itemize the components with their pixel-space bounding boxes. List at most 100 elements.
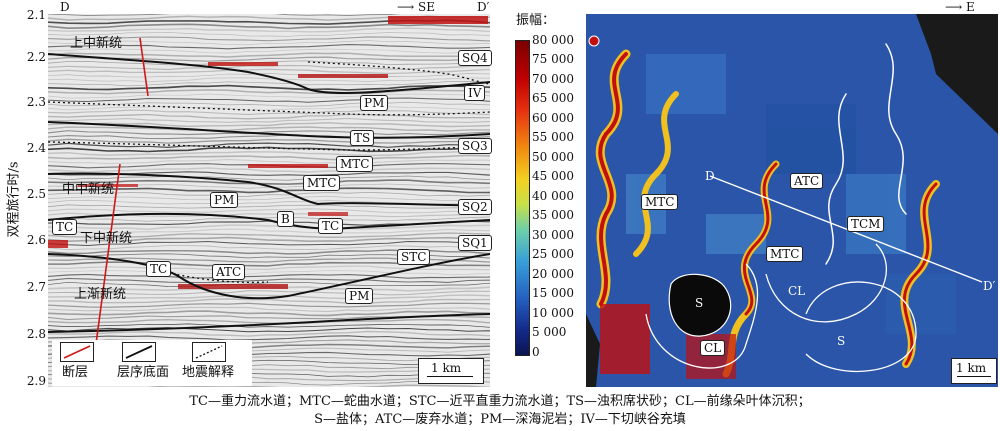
trace-start-label: D [705, 169, 715, 183]
colorbar-tick: 0 [532, 345, 540, 359]
seismic-reflector [48, 204, 490, 209]
facies-label: PM [210, 192, 239, 208]
seismic-reflector [48, 294, 490, 300]
y-tick: 2.8 [26, 327, 46, 341]
colorbar-tick: 20 000 [532, 267, 574, 281]
salt-body [668, 273, 732, 337]
colorbar-tick: 70 000 [532, 72, 574, 86]
seismic-reflector [48, 236, 490, 243]
section-trace [709, 175, 983, 283]
seismic-reflector [48, 52, 490, 58]
facies-label: MTC [336, 156, 374, 172]
map-label: S [837, 334, 846, 348]
seismic-reflector [48, 117, 490, 123]
section-legend: 断层 层序底面 地震解释 [52, 340, 252, 386]
seismic-reflector [48, 241, 490, 246]
colorbar-ticks: 80 000 75 000 70 000 65 000 60 000 55 00… [532, 34, 592, 364]
map-scale-bar: 1 km [951, 358, 997, 384]
map-label: CL [788, 284, 806, 298]
seismic-reflector [48, 36, 490, 42]
seismic-reflector [48, 89, 490, 95]
seismic-reflector [48, 257, 490, 263]
scale-bar-label: 1 km [956, 361, 987, 375]
facies-label: TC [52, 219, 78, 235]
colorbar-tick: 25 000 [532, 247, 574, 261]
seismic-reflector [48, 44, 490, 50]
seismic-reflector [48, 245, 490, 251]
seismic-reflector [48, 306, 490, 313]
facies-label: PM [360, 95, 389, 111]
colorbar-tick: 35 000 [532, 208, 574, 222]
seismic-reflector [48, 384, 490, 387]
seismic-reflector [48, 23, 490, 30]
seismic-reflector [48, 109, 490, 116]
facies-label: TC [318, 218, 344, 234]
seismic-reflector [48, 122, 490, 128]
colorbar-title: 振幅： [516, 13, 556, 28]
colorbar-tick: 65 000 [532, 91, 574, 105]
y-tick: 2.7 [26, 280, 46, 294]
colorbar-tick: 40 000 [532, 189, 574, 203]
section-direction-label: SE [418, 0, 436, 14]
colorbar-tick: 60 000 [532, 111, 574, 125]
seismic-reflector [48, 56, 490, 62]
seismic-reflector [48, 113, 490, 120]
y-tick: 2.4 [26, 141, 46, 155]
seismic-reflector [48, 84, 490, 91]
colorbar-tick: 15 000 [532, 286, 574, 300]
seismic-reflector [48, 97, 490, 103]
seismic-reflector [48, 179, 490, 185]
strat-label: 上渐新统 [74, 287, 127, 302]
section-direction: ⟶ SE [397, 0, 435, 14]
seismic-reflector [48, 195, 490, 202]
y-tick: 2.5 [26, 187, 46, 201]
sequence-boundaries [48, 53, 490, 333]
legend-label: 层序底面 [117, 365, 170, 380]
map-label: TCM [847, 216, 885, 232]
colorbar-tick: 45 000 [532, 169, 574, 183]
seismic-reflector [48, 281, 490, 288]
seismic-reflector [48, 327, 490, 333]
legend-label: 断层 [62, 365, 89, 380]
colorbar-tick: 5 000 [532, 325, 567, 339]
facies-label: STC [397, 249, 431, 265]
facies-label: B [277, 211, 294, 227]
colorbar-tick: 50 000 [532, 150, 574, 164]
facies-label: TS [350, 130, 375, 146]
seismic-reflector [48, 265, 490, 271]
seismic-reflector [48, 253, 490, 259]
seismic-reflector [48, 93, 490, 99]
interpretation-legend-icon [192, 342, 226, 362]
seismic-reflector [48, 191, 490, 198]
facies-label: IV [464, 85, 486, 101]
y-tick: 2.2 [26, 50, 46, 64]
fault-legend-icon [60, 342, 94, 362]
seismic-reflector [48, 228, 490, 234]
figure-caption-line: TC—重力流水道；MTC—蛇曲水道；STC—近平直重力流水道；TS—浊积席状砂；… [189, 394, 811, 409]
scale-bar-line [957, 376, 991, 377]
sequence-label: SQ4 [458, 50, 492, 66]
seismic-reflector [48, 175, 490, 181]
seismic-reflector [48, 130, 490, 136]
lobe-outlines [645, 243, 917, 373]
seismic-reflector [48, 158, 490, 165]
y-axis-ticks: 2.1 2.2 2.3 2.4 2.5 2.6 2.7 2.8 2.9 [18, 0, 46, 400]
seismic-reflector [48, 232, 490, 238]
seismic-reflector [48, 270, 490, 275]
seismic-reflector [48, 73, 490, 78]
seismic-reflector [48, 81, 490, 87]
colorbar-tick: 30 000 [532, 228, 574, 242]
map-label: MTC [766, 246, 804, 262]
trace-end-label: D′ [983, 279, 996, 293]
facies-label: ATC [212, 264, 246, 280]
direction-arrow-icon: ⟶ [945, 0, 963, 14]
section-corner-left: D [60, 0, 70, 14]
seismic-reflector [48, 101, 490, 107]
section-corner-right: D′ [477, 0, 490, 14]
seismic-reflector [48, 335, 490, 341]
sequence-label: SQ1 [458, 235, 492, 251]
seismic-reflector [48, 277, 490, 284]
sequence-label: SQ2 [458, 199, 492, 215]
map-label: ATC [790, 173, 824, 189]
seismic-reflector [48, 208, 490, 214]
